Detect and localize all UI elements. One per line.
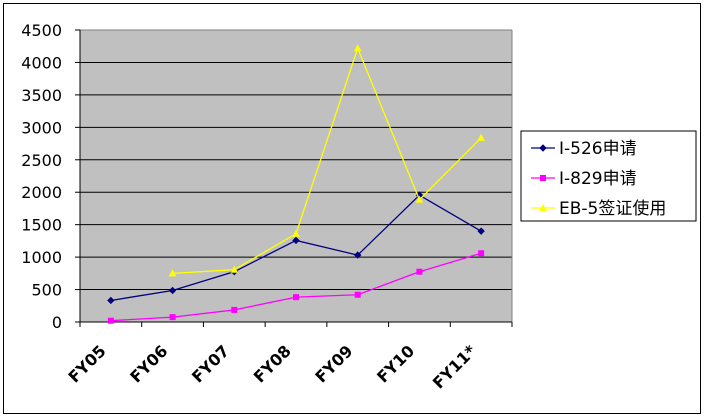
plot-area — [80, 30, 512, 322]
x-tick-label: FY06 — [126, 341, 171, 386]
x-tick-label: FY10 — [373, 341, 418, 386]
series-2 — [168, 44, 485, 277]
y-tick-label: 1500 — [21, 216, 62, 235]
x-tick-label: FY05 — [65, 341, 110, 386]
legend-label: I-829申请 — [559, 169, 637, 189]
series-0 — [107, 191, 485, 305]
legend-label: EB-5签证使用 — [559, 198, 666, 219]
data-point — [353, 44, 362, 52]
data-point — [168, 269, 177, 277]
legend — [520, 130, 697, 222]
y-tick-label: 1000 — [21, 248, 62, 267]
data-point — [292, 229, 300, 237]
y-tick-label: 2000 — [21, 183, 62, 202]
data-point — [231, 306, 238, 313]
data-point — [107, 296, 115, 305]
y-tick-label: 2500 — [21, 151, 62, 170]
data-point — [293, 294, 299, 301]
x-tick-label: FY09 — [311, 341, 356, 386]
y-tick-label: 4500 — [21, 21, 62, 40]
data-point — [416, 268, 423, 275]
data-point — [478, 250, 485, 257]
data-point — [477, 133, 485, 141]
y-tick-label: 500 — [31, 281, 62, 300]
series-line — [172, 46, 482, 275]
data-point — [107, 317, 114, 324]
data-point — [230, 265, 239, 273]
y-tick-label: 3500 — [21, 86, 62, 105]
legend-marker — [539, 203, 547, 211]
data-point — [292, 236, 300, 245]
y-tick-label: 3000 — [21, 118, 62, 137]
data-point — [415, 195, 424, 203]
legend-marker — [540, 175, 546, 181]
x-tick-label: FY11* — [429, 341, 480, 392]
y-tick-label: 0 — [52, 313, 62, 332]
x-tick-label: FY07 — [188, 341, 233, 386]
y-tick-label: 4000 — [21, 53, 62, 72]
legend-label: I-526申请 — [559, 139, 637, 159]
data-point — [477, 227, 485, 235]
series-1 — [107, 250, 485, 324]
data-point — [354, 291, 361, 298]
legend-marker — [539, 144, 547, 152]
data-point — [168, 286, 177, 295]
data-point — [169, 314, 176, 321]
x-tick-label: FY08 — [250, 341, 295, 386]
data-point — [354, 251, 362, 259]
